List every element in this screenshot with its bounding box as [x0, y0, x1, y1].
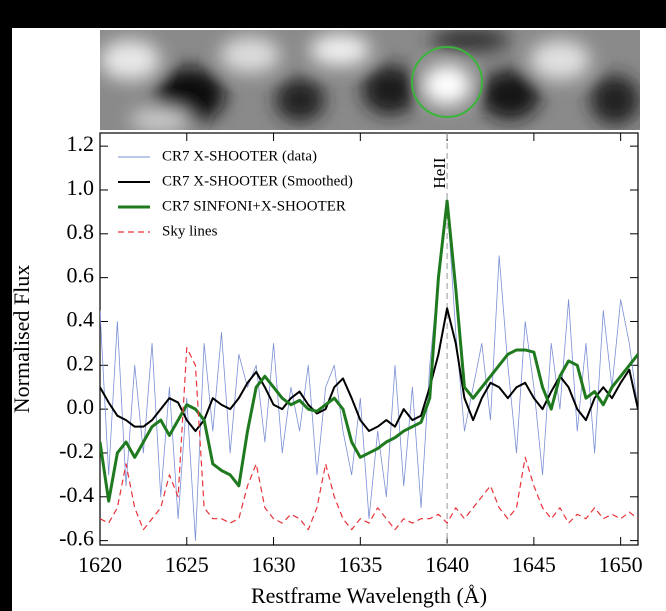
y-tick-label: 0.8 [67, 219, 95, 244]
x-tick-label: 1645 [512, 552, 556, 577]
legend-label: CR7 SINFONI+X-SHOOTER [162, 198, 346, 214]
x-tick-label: 1635 [338, 552, 382, 577]
x-tick-label: 1625 [165, 552, 209, 577]
frame-top [0, 0, 666, 28]
series-line [100, 200, 638, 542]
y-tick-label: 1.0 [67, 175, 95, 200]
y-tick-label: 0.4 [67, 307, 95, 332]
legend-label: CR7 X-SHOOTER (Smoothed) [162, 173, 353, 189]
legend-label: Sky lines [162, 223, 218, 239]
y-tick-label: 0.6 [67, 263, 95, 288]
y-tick-label: -0.4 [59, 482, 94, 507]
series-line [100, 199, 638, 503]
y-tick-label: 0.0 [67, 394, 95, 419]
x-axis-label: Restframe Wavelength (Å) [251, 583, 487, 608]
frame-left [0, 0, 12, 611]
annotation-label: HeII [430, 157, 449, 188]
series-line [100, 347, 638, 531]
x-tick-label: 1630 [252, 552, 296, 577]
x-tick-label: 1640 [425, 552, 469, 577]
plot-frame [99, 132, 639, 546]
spectrum-2d-image [100, 30, 640, 130]
x-tick-label: 1650 [599, 552, 643, 577]
plot-area [100, 133, 638, 545]
y-tick-label: -0.6 [59, 526, 94, 551]
y-tick-label: 0.2 [67, 350, 95, 375]
series-line [100, 307, 638, 433]
legend-label: CR7 X-SHOOTER (data) [162, 148, 317, 164]
y-tick-label: 1.2 [67, 131, 95, 156]
x-tick-label: 1620 [78, 552, 122, 577]
y-tick-label: -0.2 [59, 438, 94, 463]
y-axis-label: Normalised Flux [9, 265, 34, 414]
